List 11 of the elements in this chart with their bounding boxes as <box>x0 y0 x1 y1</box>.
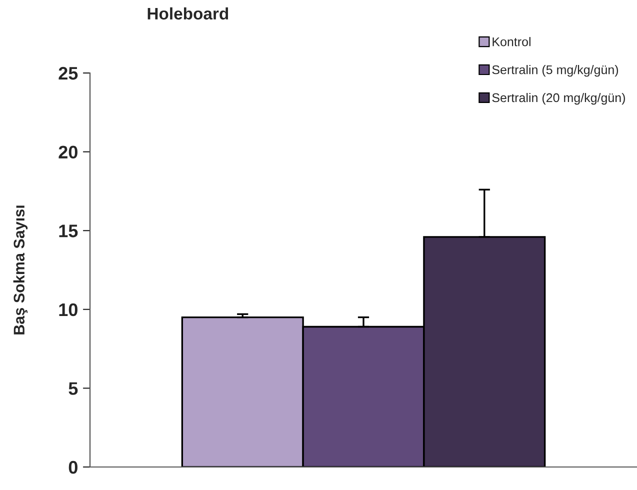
y-tick-label: 5 <box>68 382 78 395</box>
y-tick-label: 20 <box>58 146 78 159</box>
chart-title: Holeboard <box>148 7 228 20</box>
y-axis-title: Baş Sokma Sayısı <box>13 206 28 334</box>
legend-label: Sertralin (5 mg/kg/gün) <box>492 65 618 77</box>
y-tick-label: 15 <box>59 224 78 238</box>
y-tick-label: 10 <box>59 303 78 316</box>
legend-label: Kontrol <box>492 37 530 46</box>
legend-label: Sertralin (20 mg/kg/gün) <box>492 92 625 105</box>
y-tick-label: 0 <box>68 460 78 474</box>
y-tick-label: 25 <box>58 66 78 80</box>
